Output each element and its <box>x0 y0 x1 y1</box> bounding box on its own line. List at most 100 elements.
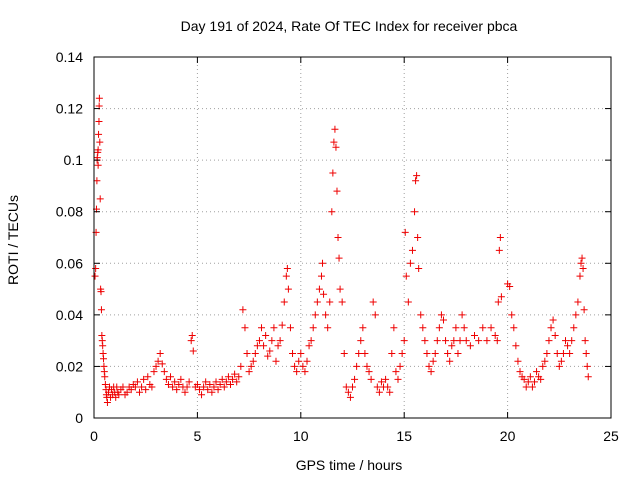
data-point <box>584 373 592 381</box>
data-point <box>95 94 103 102</box>
data-point <box>208 388 216 396</box>
data-point <box>282 272 290 280</box>
plot-frame <box>93 56 612 419</box>
data-point <box>333 187 341 195</box>
data-point <box>506 282 514 290</box>
data-point <box>576 272 584 280</box>
data-point <box>545 337 553 345</box>
data-point <box>355 350 363 358</box>
y-tick-label: 0.14 <box>56 49 83 65</box>
grid-lines <box>94 57 611 418</box>
data-point <box>495 246 503 254</box>
data-point <box>249 357 257 365</box>
data-point <box>289 350 297 358</box>
data-point <box>270 324 278 332</box>
data-point <box>315 285 323 293</box>
data-point <box>396 362 404 370</box>
data-point <box>555 362 563 370</box>
data-point <box>483 337 491 345</box>
data-point <box>233 378 241 386</box>
data-point <box>417 311 425 319</box>
data-point <box>580 306 588 314</box>
data-point <box>253 342 261 350</box>
data-point <box>195 386 203 394</box>
data-point <box>338 298 346 306</box>
data-point <box>452 324 460 332</box>
data-point <box>231 370 239 378</box>
data-point <box>562 337 570 345</box>
y-tick-label: 0 <box>75 410 83 426</box>
data-point <box>423 350 431 358</box>
data-point <box>119 383 127 391</box>
x-tick-label: 10 <box>293 428 309 444</box>
data-point <box>557 357 565 365</box>
data-point <box>404 298 412 306</box>
data-point <box>96 138 104 146</box>
data-point <box>95 117 103 125</box>
data-point <box>276 337 284 345</box>
data-point <box>326 298 334 306</box>
data-point <box>398 350 406 358</box>
data-point <box>123 388 131 396</box>
data-point <box>450 337 458 345</box>
data-point <box>526 373 534 381</box>
data-point <box>349 383 356 391</box>
data-point <box>431 350 439 358</box>
data-point <box>173 386 181 394</box>
data-point <box>202 378 210 386</box>
data-point <box>167 373 175 381</box>
data-point <box>187 337 195 345</box>
data-point <box>329 169 337 177</box>
data-point <box>359 324 367 332</box>
data-point <box>427 368 435 376</box>
axis-ticks <box>93 56 612 419</box>
data-point <box>414 234 422 241</box>
data-point <box>131 383 139 391</box>
data-point <box>564 342 572 350</box>
data-point <box>549 316 557 324</box>
y-tick-label: 0.04 <box>56 307 83 323</box>
data-point <box>401 228 409 236</box>
data-point <box>188 331 196 339</box>
data-point <box>317 272 325 280</box>
data-point <box>579 264 587 272</box>
data-point <box>247 362 255 370</box>
data-point <box>460 324 468 332</box>
data-point <box>373 383 381 391</box>
data-point <box>148 383 156 391</box>
data-point <box>458 311 466 319</box>
data-point <box>307 337 315 345</box>
data-point <box>278 321 286 329</box>
data-point <box>313 298 321 306</box>
data-point <box>222 378 230 386</box>
data-point <box>330 138 338 146</box>
data-point <box>520 375 528 383</box>
x-tick-label: 5 <box>194 428 202 444</box>
data-point <box>297 350 305 358</box>
data-point <box>255 337 263 345</box>
data-point <box>262 331 270 339</box>
data-point <box>156 350 164 358</box>
data-point <box>204 386 212 394</box>
data-point <box>177 375 185 383</box>
data-point <box>367 375 375 383</box>
y-tick-label: 0.02 <box>56 358 83 374</box>
data-point <box>382 375 390 383</box>
data-point <box>412 177 420 185</box>
data-point <box>92 264 100 272</box>
data-point <box>324 324 332 332</box>
data-point <box>164 380 172 388</box>
data-point <box>574 298 582 306</box>
data-point <box>454 350 462 358</box>
data-point <box>214 386 222 394</box>
data-point <box>97 306 105 314</box>
data-point <box>264 352 272 360</box>
data-point <box>274 342 282 350</box>
data-point <box>272 357 280 365</box>
data-point <box>135 388 143 396</box>
data-point <box>533 368 541 376</box>
data-point <box>413 172 421 180</box>
data-point <box>115 391 123 399</box>
data-point <box>216 380 224 388</box>
data-point <box>169 383 177 391</box>
